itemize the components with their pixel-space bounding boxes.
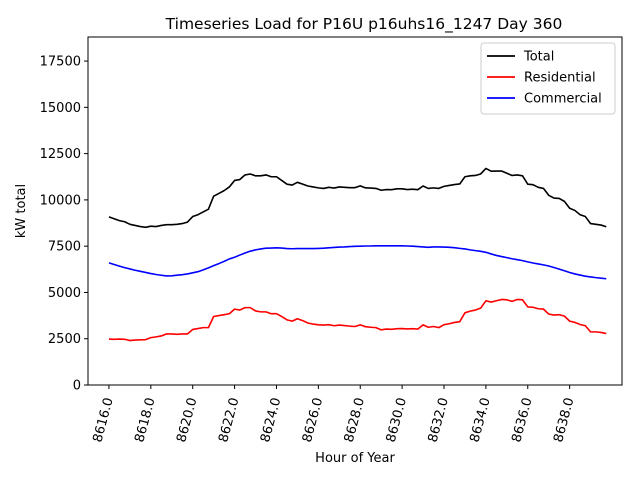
y-axis-label: kW total: [14, 184, 29, 238]
y-tick-label: 7500: [48, 240, 81, 255]
plot-area: [108, 167, 607, 342]
x-axis-label: Hour of Year: [315, 451, 395, 466]
series-line-commercial: [108, 245, 607, 280]
y-tick-label: 5000: [48, 286, 81, 301]
series-line-residential: [108, 298, 607, 342]
series-line-total: [108, 167, 607, 229]
y-tick-label: 10000: [40, 193, 81, 208]
y-tick-label: 15000: [40, 101, 81, 116]
y-tick-label: 12500: [40, 147, 81, 162]
y-tick-label: 0: [73, 379, 81, 394]
y-tick-label: 17500: [40, 55, 81, 70]
legend-label-residential: Residential: [524, 71, 596, 86]
axes-frame: [87, 36, 623, 386]
legend-box: [480, 42, 616, 115]
y-axis: 0 2500 5000 7500 10000 12500 15000 17500: [40, 55, 88, 394]
y-tick-label: 2500: [48, 332, 81, 347]
legend-label-total: Total: [523, 50, 554, 65]
chart-title: Timeseries Load for P16U p16uhs16_1247 D…: [165, 15, 563, 34]
legend-label-commercial: Commercial: [524, 92, 602, 107]
legend: Total Residential Commercial: [480, 42, 616, 115]
